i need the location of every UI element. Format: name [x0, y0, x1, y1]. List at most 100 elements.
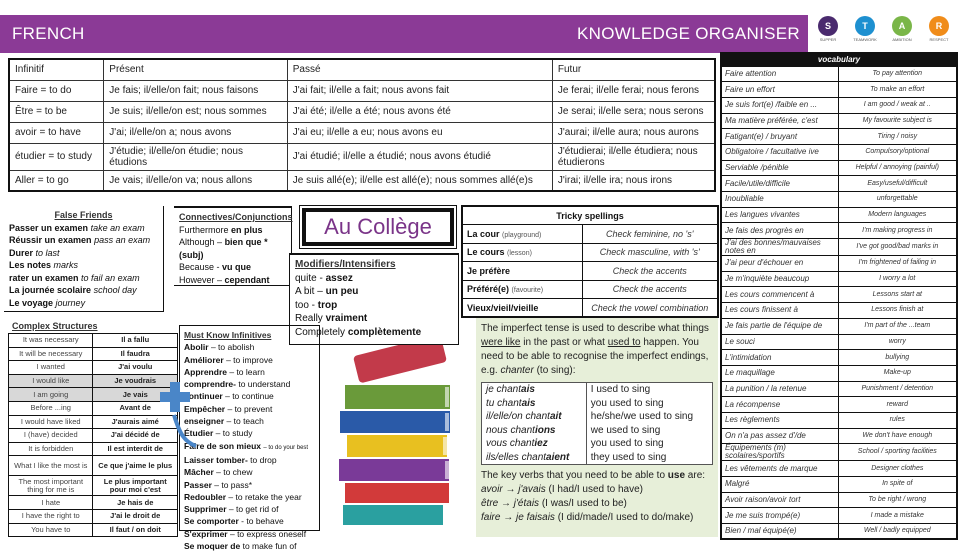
- term: La journée scolaire: [9, 285, 92, 295]
- list-item: quite - assez: [295, 272, 453, 286]
- term: Apprendre: [184, 366, 227, 377]
- list-item: Furthermore en plus: [179, 224, 286, 237]
- french-cell: Je voudrais: [92, 373, 178, 389]
- english-cell: I'm making progress in: [837, 222, 958, 240]
- vocab-row: Les règlements rules: [720, 411, 958, 429]
- meaning: to understand: [238, 379, 291, 390]
- word-meaning: (favourite): [511, 287, 544, 295]
- list-item: (subj): [179, 249, 286, 262]
- list-item: Les notes marks: [9, 259, 158, 272]
- verb-tense-table: Infinitif Présent Passé Futur Faire = to do J…: [8, 58, 716, 192]
- word: Je préfère: [467, 265, 511, 276]
- imperfect-tense-box: The imperfect tense is used to describe …: [476, 318, 718, 537]
- key-verb-line: avoir → j'avais (I had/I used to have): [481, 484, 644, 495]
- word-cell: Vieux/vieil/vieille: [461, 298, 583, 318]
- english-cell: Helpful / annoying (painful): [837, 159, 958, 177]
- french-cell: Ma matière préférée, c'est: [720, 112, 839, 130]
- modifiers-title: Modifiers/Intensifiers: [295, 259, 396, 270]
- vocab-row: Je me suis trompé(e) I made a mistake: [720, 507, 958, 525]
- table-cell: Je suis; il/elle/on est; nous sommes: [103, 100, 288, 123]
- french-cell: Il a fallu: [92, 333, 178, 348]
- table-cell: Faire = to do: [8, 79, 105, 102]
- english-cell: unforgettable: [837, 191, 958, 208]
- false-friends-box: False Friends Passer un examen take an e…: [4, 206, 164, 312]
- term: Passer un examen: [9, 222, 89, 233]
- french-cell: Les cours commencent à: [720, 286, 839, 304]
- vocab-row: Faire attention To pay attention: [720, 65, 958, 83]
- vocab-row: Le maquillage Make-up: [720, 364, 958, 382]
- english-cell: I worry a lot: [837, 270, 958, 288]
- term: too -: [295, 299, 316, 311]
- table-row: It was necessary Il a fallu: [7, 333, 178, 348]
- word: Vieux/vieil/vieille: [467, 302, 539, 313]
- logo-circle: A: [892, 16, 912, 36]
- term: Les notes: [9, 260, 52, 270]
- table-row: Vieux/vieil/vieille Check the vowel comb…: [461, 298, 719, 318]
- french-cell: J'ai voulu: [92, 360, 178, 375]
- french-cell: Je vais: [92, 387, 178, 402]
- term: Se moquer de: [184, 541, 241, 552]
- list-item: Empêcher – to prevent: [184, 403, 315, 415]
- table-row: I would like Je voudrais: [7, 373, 178, 389]
- list-item: Supprimer – to get rid of: [184, 503, 315, 515]
- meaning: – to do your best: [263, 444, 309, 451]
- vocab-row: On n'a pas assez d'/de We don't have enou…: [720, 427, 958, 445]
- term: Laisser tomber-: [184, 454, 248, 465]
- verb-form: vous chantiez: [481, 437, 587, 451]
- logo-circle: T: [855, 16, 875, 36]
- english-cell: Lessons finish at: [837, 302, 958, 319]
- meaning: en plus: [231, 224, 263, 235]
- vocab-row: Bien / mal équipé(e) Well / badly equippe…: [720, 523, 958, 540]
- logo-word: TEAMWORK: [853, 37, 877, 42]
- must-know-infinitives-box: Must Know Infinitives Abolir – to abolis…: [179, 325, 320, 551]
- vocab-row: Obligatoire / facultative ive Compulsory/…: [720, 143, 958, 161]
- french-cell: Il faudra: [92, 346, 178, 362]
- header-banner: FRENCH KNOWLEDGE ORGANISER: [0, 15, 808, 53]
- table-cell: J'ai étudié; il/elle a étudié; nous avon…: [286, 142, 553, 171]
- english-cell: Well / badly equipped: [837, 523, 958, 540]
- tip-cell: Check masculine, with 's': [581, 242, 719, 262]
- english-cell: I (have) decided: [7, 428, 94, 443]
- english-cell: What I like the most is: [7, 455, 94, 477]
- term: Étudier: [184, 428, 214, 439]
- table-row: nous chantions we used to sing: [481, 423, 713, 437]
- meaning: to drop: [250, 454, 277, 465]
- vocabulary-table: vocabulary Faire attention To pay attentio…: [720, 52, 958, 541]
- tricky-header-row: Tricky spellings: [461, 205, 719, 225]
- vocab-row: Faire un effort To make an effort: [720, 81, 958, 98]
- verb-form: nous chantions: [481, 423, 587, 437]
- vocab-row: Je suis fort(e) /faible en ... I am good …: [720, 96, 958, 114]
- french-cell: Je fais partie de l'équipe de: [720, 317, 839, 335]
- table-row: il/elle/on chantait he/she/we used to sin…: [481, 410, 713, 424]
- table-cell: Je ferai; il/elle ferai; nous ferons: [551, 79, 716, 102]
- english-cell: Compulsory/optional: [837, 143, 958, 161]
- list-item: Apprendre – to learn: [184, 366, 315, 378]
- english-cell: I hate: [7, 495, 94, 510]
- vocab-row: J'ai des bonnes/mauvaises notes en I've g…: [720, 238, 958, 257]
- term: Completely: [295, 326, 346, 338]
- must-know-title: Must Know Infinitives: [184, 330, 272, 340]
- french-cell: Les cours finissent à: [720, 302, 839, 319]
- list-item: Se moquer de to make fun of: [184, 540, 315, 552]
- vocab-row: L'intimidation bullying: [720, 349, 958, 366]
- term: Le voyage: [9, 297, 54, 308]
- table-cell: Je serai; il/elle sera; nous serons: [551, 100, 716, 123]
- french-cell: Le plus important pour moi c'est: [92, 475, 178, 497]
- vocab-row: Les cours finissent à Lessons finish at: [720, 302, 958, 319]
- translation: we used to sing: [590, 424, 661, 436]
- french-cell: J'ai des bonnes/mauvaises notes en: [720, 238, 839, 257]
- term: However –: [179, 274, 223, 285]
- term: continuer: [184, 391, 223, 402]
- vocab-row: La récompense reward: [720, 396, 958, 413]
- list-item: A bit – un peu: [295, 285, 453, 299]
- english-cell: School / sporting facilities: [837, 443, 958, 462]
- english-cell: I am good / weak at ..: [837, 96, 958, 114]
- table-cell: Je fais; il/elle/on fait; nous faisons: [103, 79, 288, 102]
- list-item: Passer – to pass*: [184, 479, 315, 491]
- meaning: – to learn: [229, 366, 265, 377]
- vocab-row: Je m'inquiète beaucoup I worry a lot: [720, 270, 958, 288]
- english-cell: Make-up: [837, 364, 958, 382]
- french-cell: Les vêtements de marque: [720, 460, 839, 477]
- vocab-row: Avoir raison/avoir tort To be right / wro…: [720, 491, 958, 509]
- list-item: La journée scolaire school day: [9, 284, 158, 297]
